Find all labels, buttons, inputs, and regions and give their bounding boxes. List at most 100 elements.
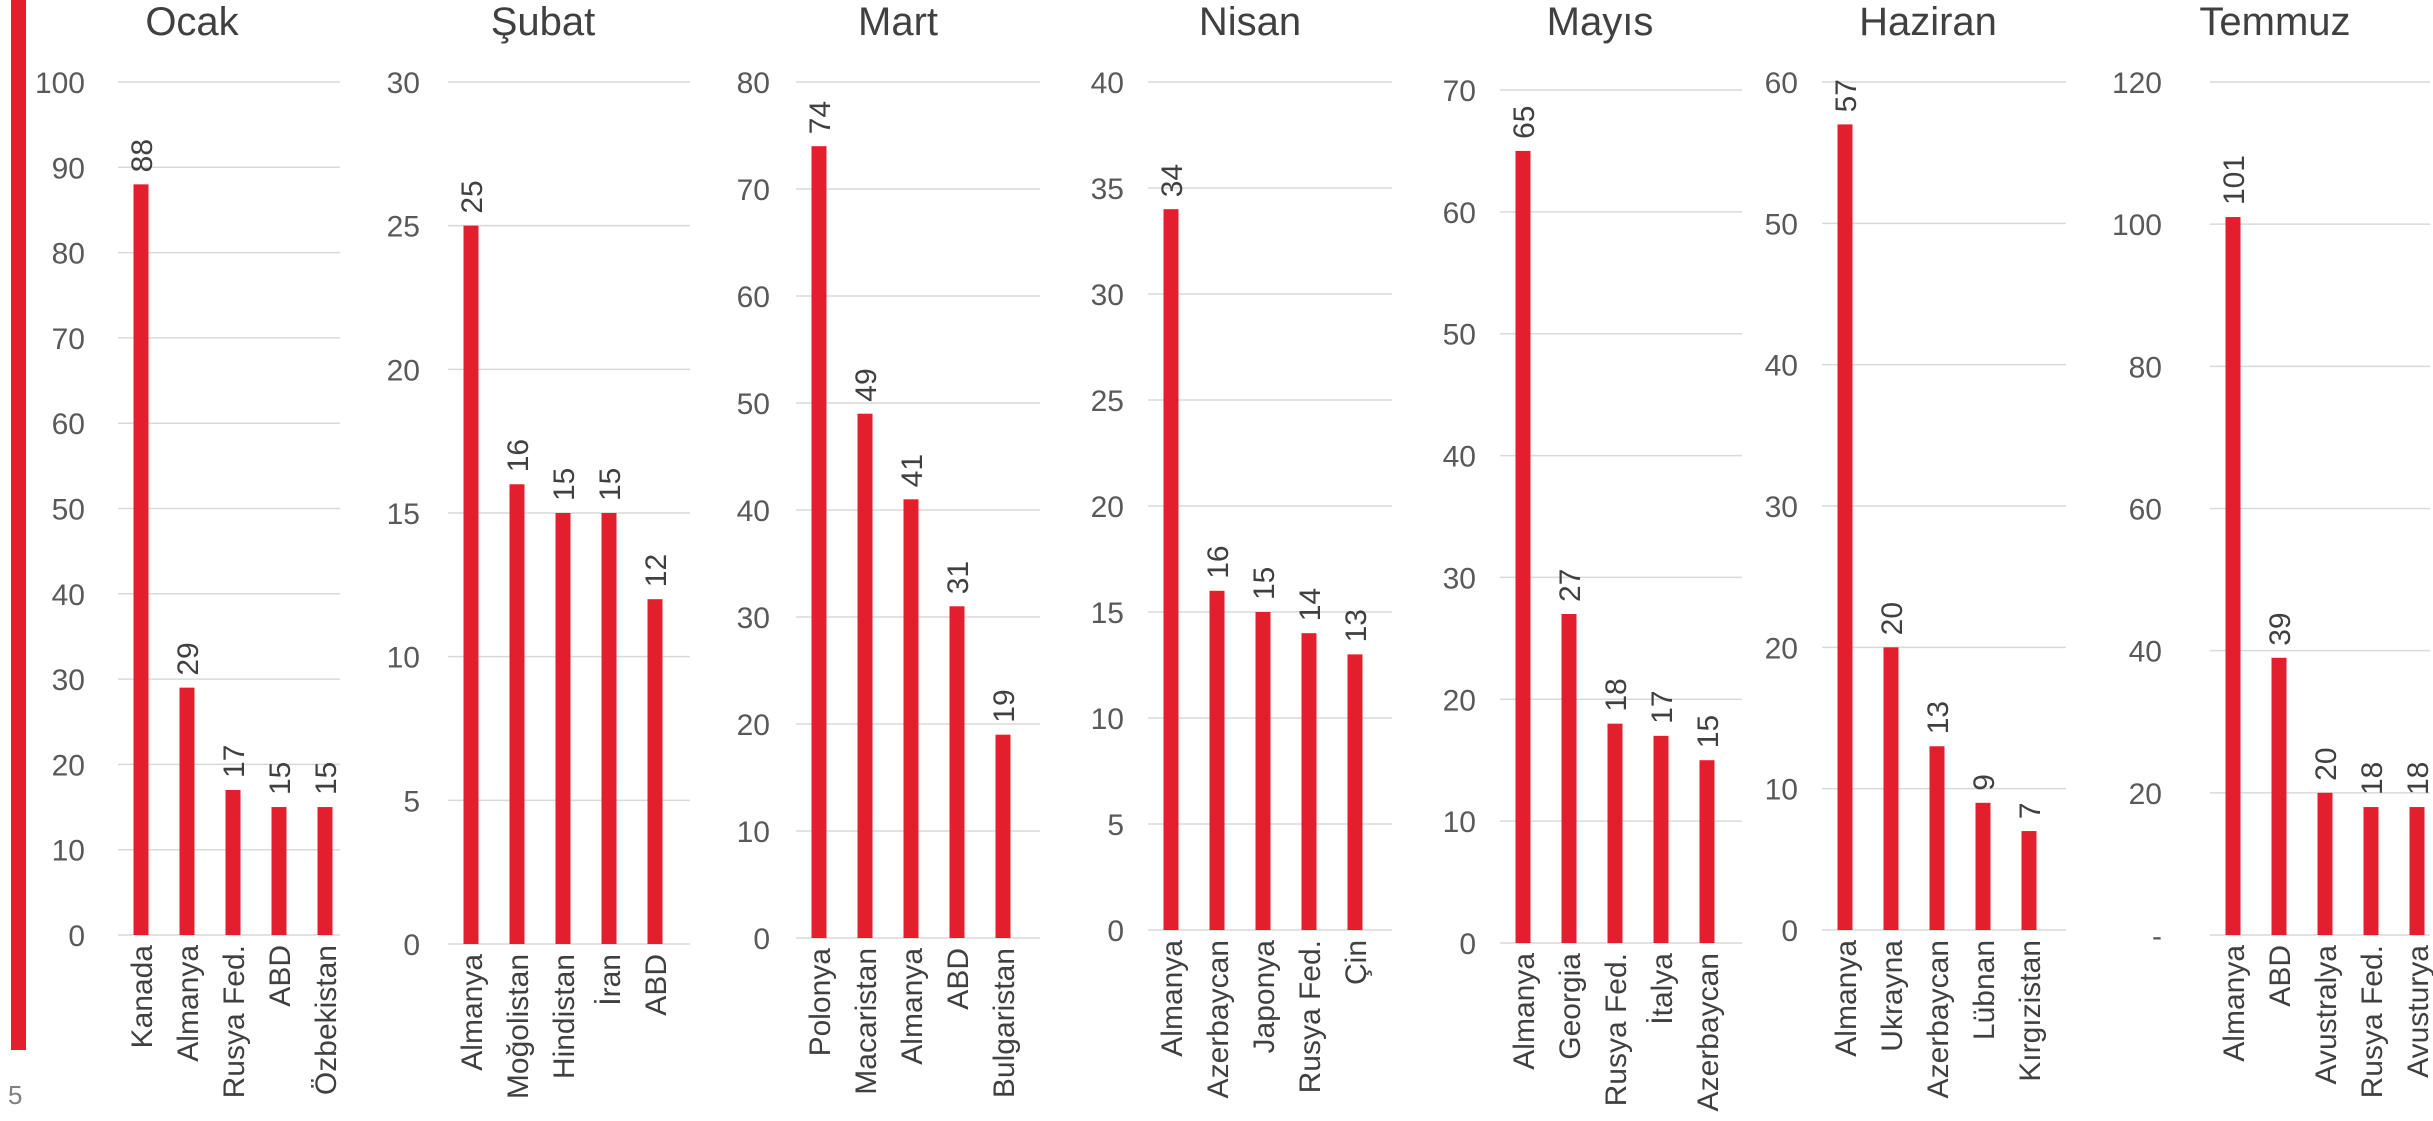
bar (1883, 647, 1899, 930)
bar (2363, 807, 2379, 935)
category-label: Almanya (172, 945, 205, 1062)
y-tick-label: 0 (753, 923, 770, 956)
bar (1975, 802, 1991, 930)
y-tick-label: 15 (387, 498, 420, 531)
y-tick-label: 30 (52, 664, 85, 697)
data-label: 15 (1692, 715, 1725, 748)
category-label: Almanya (456, 954, 489, 1071)
data-label: 27 (1554, 569, 1587, 602)
bar (1607, 723, 1623, 943)
category-label: Hindistan (548, 954, 581, 1079)
bar (509, 484, 525, 944)
category-label: Ukrayna (1876, 940, 1909, 1052)
bar (555, 513, 571, 944)
bar (995, 734, 1011, 938)
bar (1347, 654, 1363, 930)
category-label: Kanada (126, 945, 159, 1049)
category-label: Azerbaycan (1922, 940, 1955, 1098)
chart-title: Temmuz (2199, 0, 2350, 44)
data-label: 74 (804, 101, 837, 134)
category-label: Çin (1340, 940, 1373, 985)
category-label: Avusturya (2402, 945, 2433, 1078)
y-tick-label: 10 (1765, 774, 1798, 807)
bar (317, 807, 333, 935)
category-label: İtalya (1646, 953, 1679, 1025)
bar (2317, 792, 2333, 935)
data-label: 14 (1294, 588, 1327, 621)
bar (179, 687, 195, 935)
data-label: 18 (2402, 762, 2433, 795)
data-label: 19 (988, 689, 1021, 722)
category-label: Rusya Fed. (2356, 945, 2389, 1098)
data-label: 20 (1876, 602, 1909, 635)
bar (225, 789, 241, 935)
y-tick-label: 90 (52, 152, 85, 185)
y-tick-label: 20 (52, 749, 85, 782)
data-label: 18 (1600, 678, 1633, 711)
y-tick-label: 10 (737, 816, 770, 849)
category-label: Rusya Fed. (1600, 953, 1633, 1106)
category-label: ABD (640, 954, 673, 1016)
data-label: 65 (1508, 106, 1541, 139)
bar (857, 413, 873, 938)
category-label: Almanya (1156, 940, 1189, 1057)
y-tick-label: 40 (1091, 67, 1124, 100)
y-tick-label: 25 (1091, 385, 1124, 418)
bar (647, 599, 663, 944)
data-label: 15 (264, 762, 297, 795)
y-tick-label: 60 (52, 408, 85, 441)
accent-bar (11, 0, 26, 1050)
y-tick-label: 50 (737, 388, 770, 421)
y-tick-label: 20 (1091, 491, 1124, 524)
category-label: İran (594, 954, 627, 1006)
chart-title: Ocak (145, 0, 239, 44)
bar (1929, 746, 1945, 930)
chart-title: Nisan (1199, 0, 1301, 44)
chart-title: Mart (858, 0, 938, 44)
category-label: Bulgaristan (988, 948, 1021, 1098)
y-tick-label: 30 (737, 602, 770, 635)
data-label: 13 (1340, 609, 1373, 642)
category-label: ABD (264, 945, 297, 1007)
y-tick-label: 50 (52, 494, 85, 527)
category-label: Almanya (1508, 953, 1541, 1070)
data-label: 17 (218, 745, 251, 778)
bar (1163, 209, 1179, 930)
y-tick-label: 30 (1443, 562, 1476, 595)
category-label: Lübnan (1968, 940, 2001, 1040)
bar (1653, 735, 1669, 943)
data-label: 39 (2264, 612, 2297, 645)
data-label: 41 (896, 454, 929, 487)
bar (1209, 590, 1225, 930)
chart-title: Şubat (491, 0, 596, 44)
data-label: 15 (1248, 567, 1281, 600)
chart-title: Mayıs (1547, 0, 1654, 44)
data-label: 25 (456, 180, 489, 213)
bar (1255, 612, 1271, 930)
y-tick-label: 10 (1443, 806, 1476, 839)
y-tick-label: 20 (387, 354, 420, 387)
y-tick-label: 70 (737, 174, 770, 207)
category-label: Azerbaycan (1202, 940, 1235, 1098)
category-label: Özbekistan (310, 945, 343, 1095)
bar (1561, 613, 1577, 943)
category-label: Georgia (1554, 953, 1587, 1060)
data-label: 16 (502, 439, 535, 472)
category-label: Rusya Fed. (1294, 940, 1327, 1093)
data-label: 13 (1922, 701, 1955, 734)
category-label: Macaristan (850, 948, 883, 1095)
y-tick-label: 120 (2112, 67, 2162, 100)
category-label: Kırgızistan (2014, 940, 2047, 1082)
y-tick-label: 50 (1443, 319, 1476, 352)
y-tick-label: 20 (1443, 684, 1476, 717)
y-tick-label: 10 (52, 835, 85, 868)
category-label: Rusya Fed. (218, 945, 251, 1098)
bar (601, 513, 617, 944)
data-label: 16 (1202, 545, 1235, 578)
bar (2271, 657, 2287, 935)
y-tick-label: 100 (35, 67, 85, 100)
data-label: 15 (594, 468, 627, 501)
y-tick-label: 100 (2112, 209, 2162, 242)
data-label: 15 (548, 468, 581, 501)
